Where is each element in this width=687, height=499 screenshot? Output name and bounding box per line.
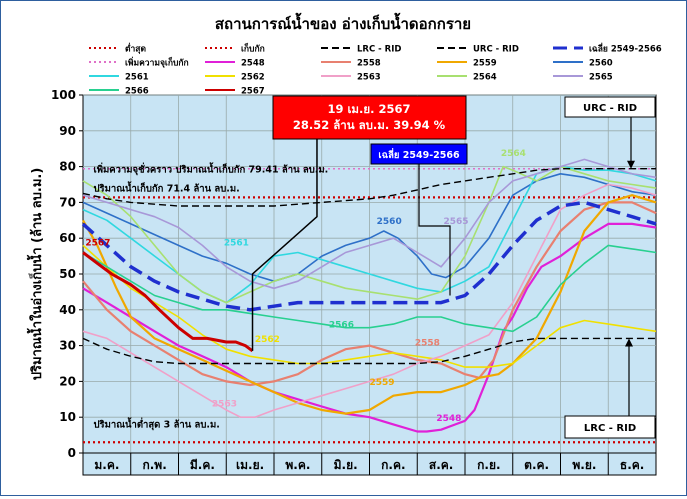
legend-label: 2565 — [589, 73, 613, 83]
legend-label: 2563 — [357, 73, 381, 83]
y-tick-label: 100 — [51, 88, 76, 102]
x-tick-label: ต.ค. — [524, 458, 549, 472]
min-text: ปริมาณน้ำต่ำสุด 3 ล้าน ลบ.ม. — [94, 416, 220, 430]
series-line-2567 — [82, 251, 254, 353]
y-tick-label: 70 — [59, 195, 76, 209]
series-label: 2548 — [436, 414, 461, 424]
series-line-2566 — [82, 244, 657, 333]
urc-box-label: URC - RID — [583, 103, 637, 114]
plot-area: 2567 2561 2560 2565 2564 2566 2562 2558 2559 2563… — [81, 94, 657, 454]
x-tick-label: มี.ค. — [190, 458, 215, 472]
series-label: 2560 — [377, 217, 402, 227]
legend-label: LRC - RID — [357, 45, 401, 55]
current-pointer — [251, 137, 318, 351]
y-axis-label: ปริมาณน้ำในอ่างเก็บน้ำ (ล้าน ลบ.ม.) — [26, 168, 45, 381]
y-tick-label: 40 — [59, 303, 76, 317]
series-label: 2558 — [415, 339, 440, 349]
series-label: 2567 — [85, 238, 110, 248]
legend-label: 2548 — [241, 59, 265, 69]
series-label: 2559 — [370, 378, 395, 388]
legend-label: เก็บกัก — [241, 42, 265, 55]
legend-label: 2561 — [125, 73, 149, 83]
legend-label: URC - RID — [473, 45, 519, 55]
x-tick-label: ม.ค. — [94, 458, 119, 472]
x-tick-label: ก.พ. — [142, 458, 166, 472]
series-line-2548 — [82, 222, 657, 433]
avg-box-label: เฉลี่ย 2549-2566 — [378, 147, 460, 161]
legend-label: ต่ำสุด — [125, 42, 146, 55]
increased-storage-text: เพิ่มความจุชั่วคราว ปริมาณน้ำเก็บกัก 79.… — [94, 162, 329, 176]
x-tick-label: พ.ย. — [572, 458, 596, 472]
series-line-LRC-RID — [82, 337, 656, 365]
series-label: 2566 — [329, 321, 354, 331]
avg-box — [370, 143, 468, 165]
series-label: 2561 — [224, 238, 249, 248]
lrc-box-label: LRC - RID — [584, 423, 636, 434]
legend-label: 2564 — [473, 73, 497, 83]
y-axis: 0 10 20 30 40 50 60 70 80 90 100 — [51, 88, 83, 460]
y-tick-label: 30 — [59, 339, 76, 353]
series-line-2565 — [82, 158, 657, 290]
lrc-box — [564, 415, 656, 439]
lrc-arrow-head — [625, 338, 633, 347]
x-tick-label: ก.ค. — [381, 458, 405, 472]
urc-arrow-head — [627, 160, 635, 169]
chart-title: สถานการณ์น้ำของ อ่างเก็บน้ำดอกกราย — [215, 12, 471, 33]
annotations-layer: เพิ่มความจุชั่วคราว ปริมาณน้ำเก็บกัก 79.… — [94, 95, 656, 439]
legend-label: เฉลี่ย 2549-2566 — [589, 42, 662, 55]
x-tick-label: ธ.ค. — [620, 458, 644, 472]
reference-lines — [83, 167, 656, 444]
series-label: 2565 — [444, 217, 469, 227]
series-line-2562 — [82, 244, 657, 368]
series-line-URC-RID — [82, 167, 656, 207]
y-tick-label: 20 — [59, 374, 76, 388]
series-line-เฉลี่ย2549-2566 — [81, 200, 657, 312]
series-line-2563 — [82, 183, 657, 419]
x-tick-label: ก.ย. — [477, 458, 500, 472]
y-tick-label: 60 — [59, 231, 76, 245]
series-line-2558 — [82, 201, 657, 387]
legend-background — [83, 41, 656, 93]
series-labels: 2567 2561 2560 2565 2564 2566 2562 2558 2559 2563… — [85, 149, 525, 424]
series-line-2559 — [82, 194, 657, 415]
series-label: 2564 — [501, 149, 526, 159]
x-tick-label: ส.ค. — [429, 458, 453, 472]
current-date: 19 เม.ย. 2567 — [327, 102, 410, 116]
series-label: 2563 — [212, 399, 237, 409]
urc-box — [564, 96, 656, 118]
legend: ต่ำสุด เก็บกัก LRC - RID URC - RID เฉลี่ย 25… — [83, 41, 662, 97]
legend-label: เพิ่มความจุเก็บกัก — [125, 56, 189, 69]
x-tick-label: เม.ย. — [236, 458, 264, 472]
avg-pointer — [418, 164, 451, 296]
y-tick-label: 90 — [59, 124, 76, 138]
y-tick-label: 10 — [59, 410, 76, 424]
storage-text: ปริมาณน้ำเก็บกัก 71.4 ล้าน ลบ.ม. — [94, 180, 240, 194]
series-line-2560 — [82, 173, 657, 283]
legend-label: 2562 — [241, 73, 265, 83]
y-tick-label: 0 — [68, 446, 76, 460]
x-tick-label: มิ.ย. — [334, 458, 358, 472]
current-value-box — [272, 95, 467, 140]
series-layer — [81, 158, 657, 433]
x-axis: ม.ค. ก.พ. มี.ค. เม.ย. พ.ค. มิ.ย. ก.ค. ส.ค. ก.ย. ต… — [82, 452, 657, 476]
series-label: 2562 — [255, 335, 280, 345]
legend-label: 2567 — [241, 87, 265, 97]
y-tick-label: 50 — [59, 267, 76, 281]
legend-label: 2560 — [589, 59, 613, 69]
y-tick-label: 80 — [59, 160, 76, 174]
legend-label: 2559 — [473, 59, 497, 69]
legend-label: 2558 — [357, 59, 381, 69]
x-tick-label: พ.ค. — [285, 458, 310, 472]
legend-label: 2566 — [125, 87, 149, 97]
current-value: 28.52 ล้าน ลบ.ม. 39.94 % — [293, 118, 446, 132]
